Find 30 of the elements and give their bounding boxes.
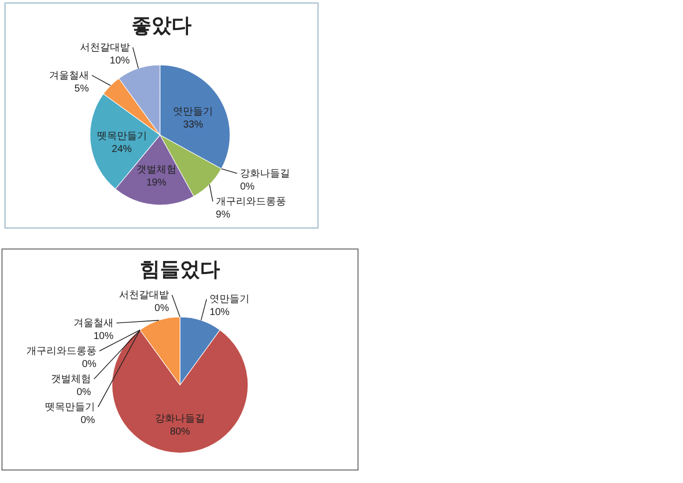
chart-title: 좋았다 — [132, 15, 192, 37]
slice-label: 강화나들길 — [155, 413, 205, 424]
data-label: 24% — [112, 144, 132, 155]
slice-label: 엿만들기 — [210, 294, 250, 306]
slice-label: 갯벌체험 — [136, 164, 176, 176]
data-label: 5% — [74, 83, 89, 94]
data-label: 80% — [170, 426, 190, 438]
data-label: 0% — [240, 181, 255, 192]
data-label: 9% — [216, 209, 230, 220]
data-label: 0% — [80, 415, 96, 426]
slice-label: 서천갈대밭 — [119, 290, 169, 301]
data-label: 10% — [210, 307, 230, 318]
slice-label: 뗏목만들기 — [45, 402, 96, 413]
slice-label: 강화나들길 — [240, 168, 290, 180]
slice-label: 겨울철새 — [74, 318, 114, 329]
slice-label: 갯벌체험 — [51, 374, 92, 385]
data-label: 19% — [146, 177, 166, 188]
data-label: 0% — [76, 387, 92, 398]
slice-label: 개구리와드롱풍 — [216, 196, 286, 208]
chart-title: 힘들었다 — [140, 259, 220, 281]
slice-label: 겨울철새 — [48, 70, 89, 82]
data-label: 33% — [183, 119, 204, 130]
data-label: 10% — [93, 331, 114, 342]
slice-label: 서천갈대밭 — [80, 42, 130, 54]
data-label: 0% — [82, 359, 96, 370]
data-label: 0% — [154, 303, 169, 314]
slice-label: 엿만들기 — [173, 106, 214, 118]
slice-label: 개구리와드롱풍 — [26, 346, 96, 357]
slice-label: 뗏목만들기 — [96, 130, 147, 142]
data-label: 10% — [110, 55, 130, 66]
